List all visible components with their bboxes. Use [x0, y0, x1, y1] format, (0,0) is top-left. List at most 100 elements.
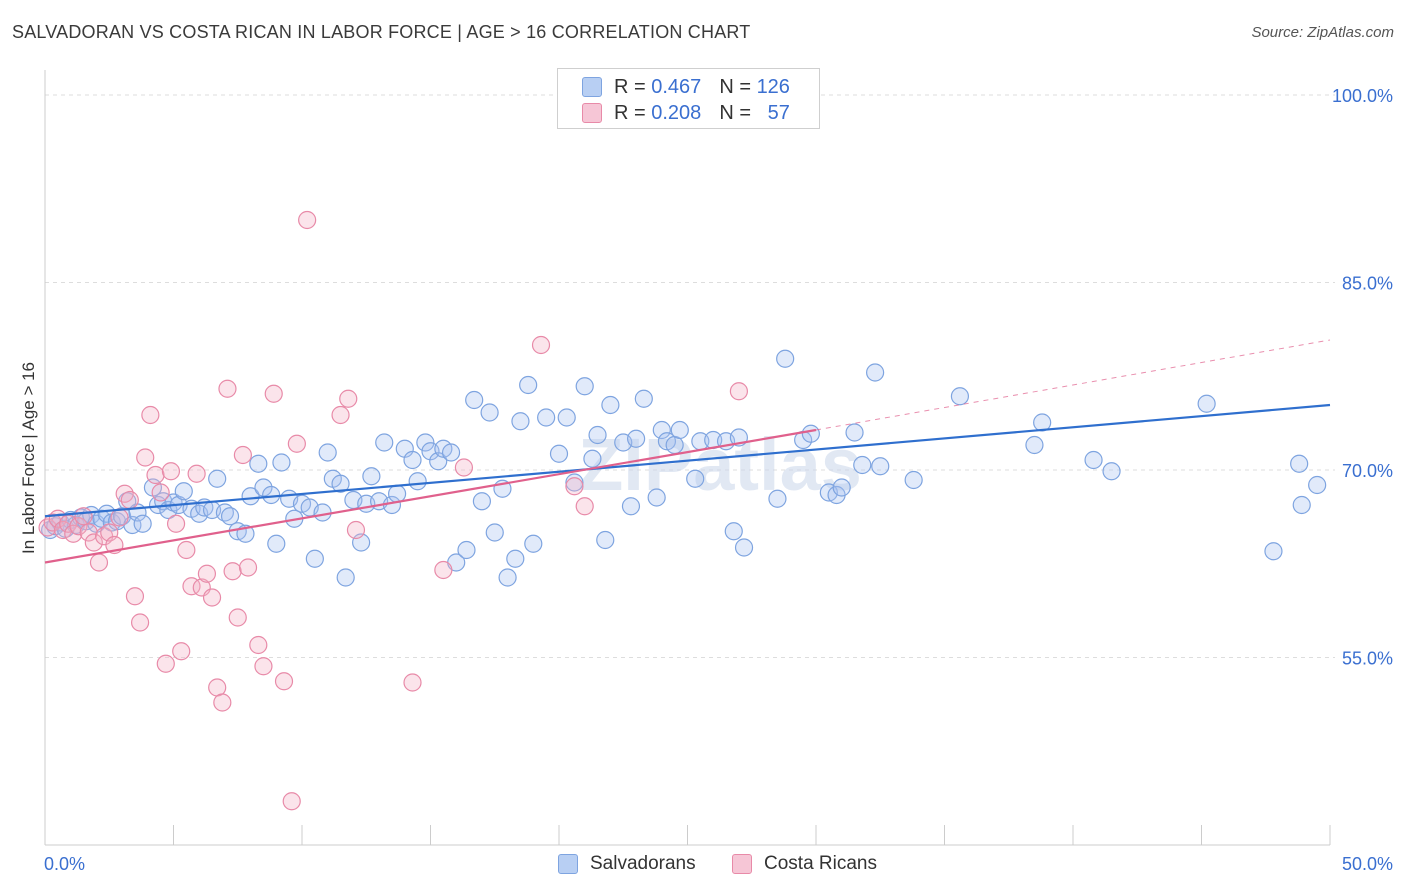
costa-rican-point [287, 434, 306, 453]
costa-rican-point [565, 477, 584, 496]
costa-rican-point [161, 462, 181, 481]
salvadoran-point [871, 457, 890, 476]
costa-rican-point [346, 520, 366, 540]
salvadoran-point [164, 493, 183, 512]
costa-rican-point [125, 587, 145, 606]
stats-row-salvadorans: R = 0.467 N = 126 [582, 75, 790, 99]
costa-rican-point [187, 464, 206, 483]
salvadoran-point [801, 424, 820, 443]
costa-rican-point [202, 588, 222, 607]
salvadoran-point [634, 389, 653, 408]
costa-rican-point [172, 642, 191, 661]
costa-ricans-trend-extension [815, 339, 1331, 431]
n-value: 126 [756, 75, 790, 98]
costa-rican-point [454, 458, 474, 477]
salvadoran-point [575, 377, 594, 396]
costa-ricans-swatch [582, 103, 602, 123]
salvadoran-point [776, 349, 795, 368]
costa-rican-point [339, 389, 358, 408]
costa-rican-point [249, 635, 268, 655]
salvadoran-point [313, 503, 332, 522]
costa-rican-point [331, 405, 350, 425]
n-value: 57 [767, 101, 790, 124]
salvadoran-point [537, 408, 556, 427]
costa-rican-point [223, 562, 242, 581]
salvadoran-point [254, 478, 273, 497]
salvadoran-point [480, 403, 499, 422]
salvadoran-point [441, 443, 461, 462]
salvadoran-point [1292, 495, 1311, 515]
salvadoran-point [457, 540, 476, 560]
salvadoran-point [208, 469, 227, 488]
legend-label: Salvadorans [590, 853, 696, 874]
costa-rican-point [141, 405, 160, 425]
stats-row-costa-ricans: R = 0.208 N = 57 [582, 101, 790, 125]
salvadoran-point [362, 467, 381, 486]
salvadoran-point [866, 363, 885, 382]
salvadorans-legend-swatch [558, 854, 578, 874]
costa-rican-point [69, 517, 88, 536]
salvadoran-point [1197, 394, 1216, 413]
salvadoran-point [601, 395, 620, 415]
costa-rican-point [136, 448, 155, 467]
costa-rican-point [729, 382, 749, 401]
x-tick-label: 50.0% [1342, 854, 1393, 874]
salvadoran-point [686, 469, 705, 488]
legend-label: Costa Ricans [764, 853, 877, 874]
salvadoran-point [621, 497, 641, 516]
costa-rican-point [434, 560, 453, 580]
costa-rican-point [110, 508, 129, 527]
costa-rican-point [120, 490, 139, 510]
y-tick-label: 100.0% [1332, 86, 1393, 106]
costa-rican-point [298, 210, 317, 230]
costa-rican-point [151, 483, 170, 502]
costa-rican-point [233, 445, 252, 465]
salvadoran-point [1308, 475, 1327, 495]
salvadoran-point [596, 530, 615, 550]
salvadoran-point [267, 534, 286, 553]
costa-ricans-trend-line [44, 428, 817, 564]
costa-rican-point [74, 507, 93, 526]
costa-rican-point [254, 657, 273, 676]
legend-item-costa-ricans[interactable]: Costa Ricans [732, 852, 877, 876]
salvadoran-point [626, 429, 646, 448]
watermark: ZIPatlas [578, 423, 862, 506]
salvadoran-point [416, 433, 435, 452]
salvadoran-point [647, 488, 666, 507]
trend-lines [44, 339, 1331, 564]
salvadoran-point [652, 420, 671, 440]
salvadoran-point [403, 450, 422, 470]
salvadoran-point [241, 487, 260, 506]
n-label: N = [719, 75, 751, 98]
salvadoran-point [832, 478, 851, 497]
salvadoran-point [472, 492, 491, 511]
salvadoran-point [950, 387, 970, 406]
salvadoran-point [272, 453, 291, 472]
salvadoran-point [408, 472, 427, 491]
salvadoran-point [465, 390, 484, 410]
y-tick-label: 85.0% [1342, 274, 1393, 294]
salvadoran-point [734, 538, 754, 557]
source-label: Source: ZipAtlas.com [1251, 24, 1394, 41]
salvadoran-point [1025, 435, 1044, 455]
salvadoran-point [557, 408, 576, 427]
r-label: R = [614, 75, 646, 98]
salvadoran-point [524, 534, 543, 553]
salvadoran-point [82, 505, 101, 525]
watermark-text: ZIPatlas [578, 423, 862, 506]
costa-rican-point [197, 564, 217, 583]
salvadorans-trend-line [44, 403, 1331, 518]
salvadoran-point [853, 455, 872, 475]
salvadoran-point [336, 568, 355, 587]
legend-item-salvadorans[interactable]: Salvadorans [558, 852, 696, 876]
costa-rican-point [166, 514, 186, 533]
costa-rican-point [156, 654, 175, 673]
salvadoran-point [588, 425, 607, 445]
costa-rican-point [84, 533, 103, 552]
r-label: R = [614, 101, 646, 124]
salvadoran-point [318, 443, 337, 462]
r-value: 0.467 [651, 75, 702, 98]
costa-rican-point [177, 540, 196, 560]
salvadoran-point [498, 568, 517, 587]
chart-title: SALVADORAN VS COSTA RICAN IN LABOR FORCE… [12, 22, 751, 42]
